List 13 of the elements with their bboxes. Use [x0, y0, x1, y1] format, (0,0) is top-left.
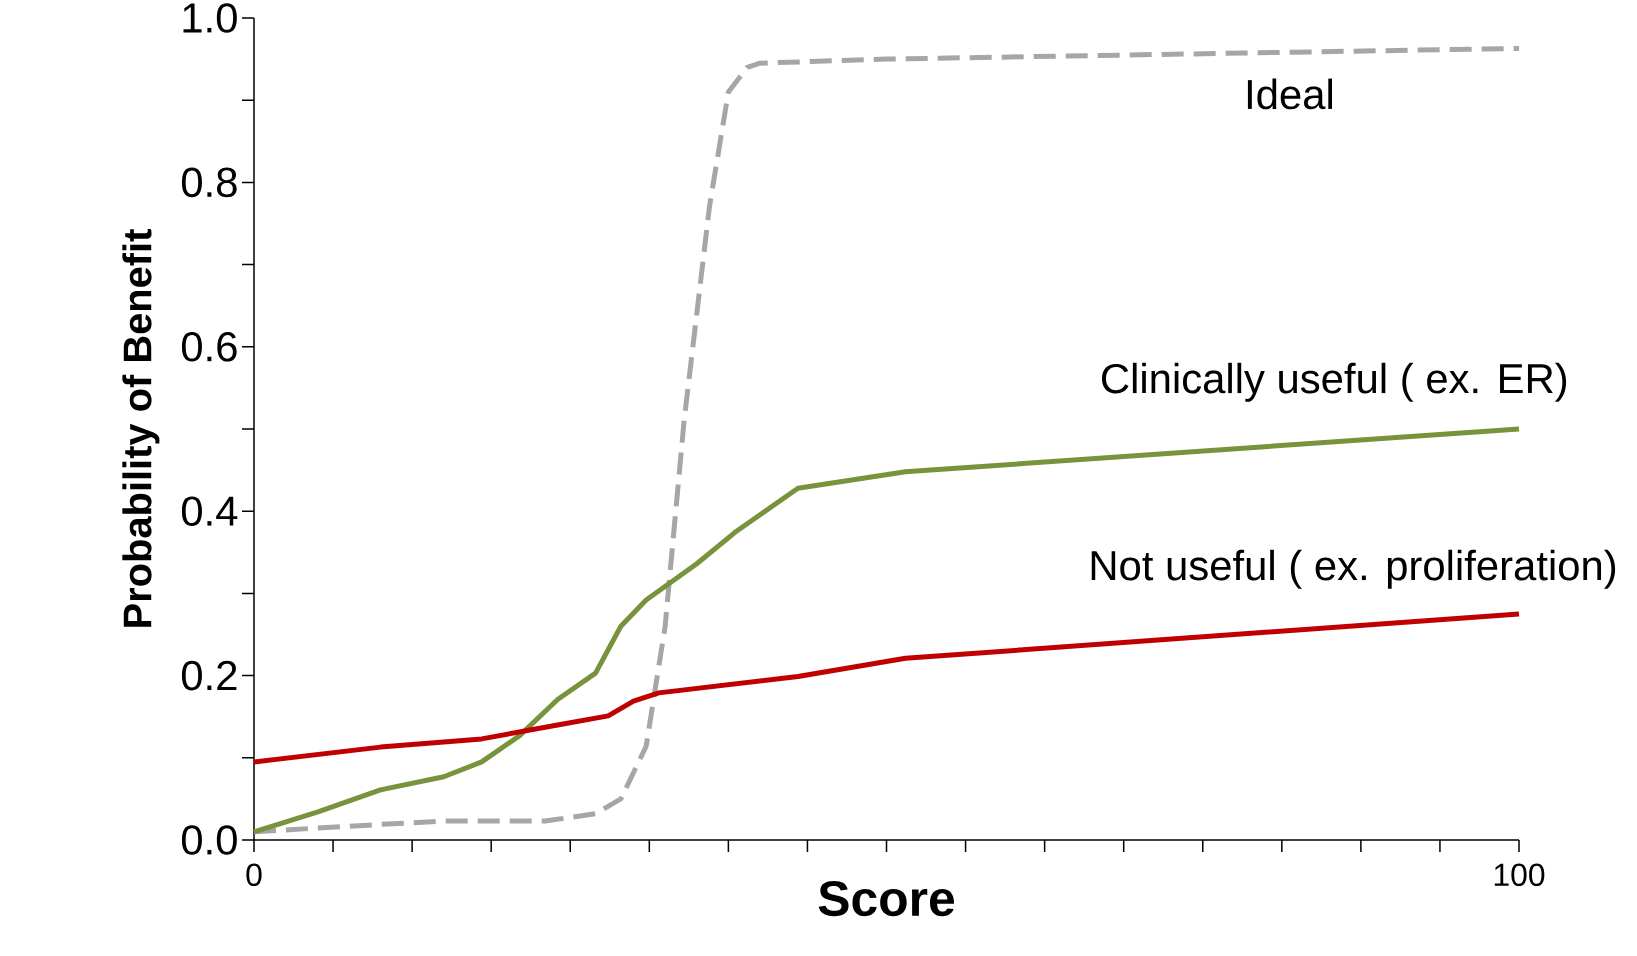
series-label: Ideal	[1247, 78, 1332, 110]
y-tick-label: 0.4	[181, 496, 238, 527]
x-tick-label: 100	[1494, 863, 1545, 887]
y-tick-label: 0.0	[181, 825, 237, 855]
series-label: Clinically useful ( ex. ER)	[1101, 362, 1567, 402]
y-tick-label: 1.0	[183, 3, 237, 33]
series-label: Not useful ( ex. proliferation)	[1091, 549, 1616, 589]
y-tick-label: 0.8	[181, 167, 237, 198]
y-axis-title: Probability of Benefit	[122, 229, 160, 627]
y-tick-label: 0.6	[181, 331, 237, 362]
y-tick-label: 0.2	[181, 660, 237, 691]
x-tick-label: 0	[246, 863, 262, 887]
x-axis-title: Score	[818, 880, 955, 917]
